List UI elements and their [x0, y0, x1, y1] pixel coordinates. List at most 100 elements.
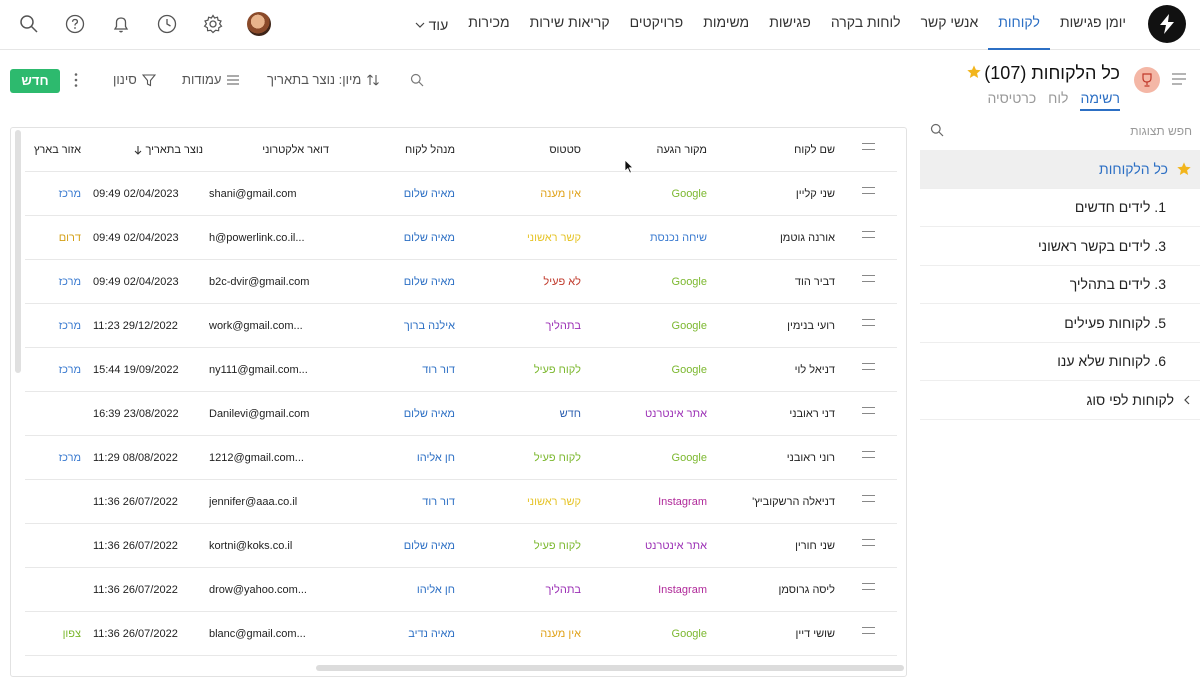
table-row[interactable]: שושי דיין Google אין מענה מאיה נדיב blanc@gm… [25, 612, 897, 656]
view-item-first-contact-leads[interactable]: 3. לידים בקשר ראשוני [920, 227, 1200, 266]
cell-account-manager[interactable]: דור רוד [422, 364, 455, 376]
new-record-button[interactable]: חדש [10, 69, 60, 93]
row-checkbox[interactable] [853, 260, 893, 304]
nav-item-customers[interactable]: לקוחות [988, 0, 1050, 50]
row-checkbox[interactable] [853, 392, 893, 436]
cell-customer-name[interactable]: שושי דיין [795, 628, 836, 640]
cell-email: drow@yahoo.com... [209, 584, 307, 596]
search-icon[interactable] [410, 73, 424, 87]
table-row[interactable]: דני ראובני אתר אינטרנט חדש מאיה שלום Danilev… [25, 392, 897, 436]
table-row[interactable]: רועי בנימין Google בתהליך אילנה ברוך work@gm… [25, 304, 897, 348]
view-item-new-leads[interactable]: 1. לידים חדשים [920, 189, 1200, 227]
gear-icon[interactable] [200, 11, 226, 37]
row-checkbox[interactable] [853, 480, 893, 524]
table-row[interactable]: דביר הוד Google לא פעיל מאיה שלום b2c-dvir@g… [25, 260, 897, 304]
table-row[interactable]: רוני ראובני Google לקוח פעיל חן אליהו 1212@g… [25, 436, 897, 480]
cell-status: בתהליך [545, 584, 582, 596]
help-icon[interactable] [62, 11, 88, 37]
column-header-manager[interactable]: מנהל לקוח [405, 144, 455, 156]
logo-bolt-icon[interactable] [1148, 5, 1186, 43]
top-navigation-bar: יומן פגישות לקוחות אנשי קשר לוחות בקרה פ… [0, 0, 1200, 50]
cell-account-manager[interactable]: אילנה ברוך [403, 320, 455, 332]
avatar[interactable] [246, 11, 272, 37]
cell-customer-name[interactable]: דביר הוד [794, 276, 835, 288]
nav-item-contacts[interactable]: אנשי קשר [920, 14, 979, 30]
row-checkbox[interactable] [853, 612, 893, 656]
nav-item-dashboards[interactable]: לוחות בקרה [830, 14, 901, 30]
table-row[interactable]: דניאלה הרשקוביץ' Instagram קשר ראשוני דור ר… [25, 480, 897, 524]
select-all-checkbox[interactable] [853, 128, 893, 172]
row-checkbox[interactable] [853, 524, 893, 568]
column-header-email[interactable]: דואר אלקטרוני [262, 144, 329, 156]
nav-item-tasks[interactable]: משימות [703, 14, 750, 30]
cell-created-date: 11:23 29/12/2022 [93, 320, 178, 332]
cell-customer-name[interactable]: רועי בנימין [787, 320, 835, 332]
cell-account-manager[interactable]: חן אליהו [416, 584, 455, 596]
view-item-in-progress-leads[interactable]: 3. לידים בתהליך [920, 266, 1200, 304]
cell-customer-name[interactable]: שני קליין [795, 188, 835, 200]
customers-table: שם לקוח מקור הגעה סטטוס מנהל לקוח דואר א… [10, 127, 907, 677]
cell-customer-name[interactable]: שני חורין [795, 540, 835, 552]
tab-cards[interactable]: כרטיסיה [987, 90, 1037, 106]
kebab-icon[interactable] [74, 72, 78, 88]
search-icon[interactable] [930, 123, 944, 137]
vertical-scrollbar[interactable] [15, 130, 21, 373]
row-checkbox[interactable] [853, 216, 893, 260]
cell-created-date: 11:36 26/07/2022 [93, 496, 178, 508]
view-item-label: כל הלקוחות [1099, 160, 1168, 177]
search-icon[interactable] [16, 11, 42, 37]
cell-account-manager[interactable]: מאיה נדיב [408, 628, 455, 640]
filter-button[interactable]: סינון [113, 72, 156, 87]
cell-account-manager[interactable]: מאיה שלום [403, 188, 455, 200]
cell-created-date: 11:36 26/07/2022 [93, 540, 178, 552]
horizontal-scrollbar[interactable] [316, 665, 904, 671]
cell-account-manager[interactable]: מאיה שלום [403, 408, 455, 420]
nav-more-menu[interactable]: עוד [405, 0, 459, 50]
nav-item-sales[interactable]: מכירות [468, 14, 510, 30]
row-checkbox[interactable] [853, 568, 893, 612]
nav-item-calendar[interactable]: יומן פגישות [1059, 14, 1126, 30]
view-item-all-customers[interactable]: כל הלקוחות [920, 150, 1200, 189]
view-item-no-answer-customers[interactable]: 6. לקוחות שלא ענו [920, 343, 1200, 381]
column-header-source[interactable]: מקור הגעה [656, 144, 707, 156]
cell-customer-name[interactable]: דניאל לוי [794, 364, 835, 376]
view-item-active-customers[interactable]: 5. לקוחות פעילים [920, 304, 1200, 343]
menu-icon[interactable] [1172, 73, 1186, 85]
table-row[interactable]: אורנה גוטמן שיחה נכנסת קשר ראשוני מאיה שלום… [25, 216, 897, 260]
row-checkbox[interactable] [853, 304, 893, 348]
tab-board[interactable]: לוח [1048, 90, 1069, 106]
star-icon[interactable] [966, 64, 982, 80]
cell-account-manager[interactable]: חן אליהו [416, 452, 455, 464]
cell-customer-name[interactable]: רוני ראובני [786, 452, 835, 464]
column-header-created[interactable]: נוצר בתאריך [93, 128, 203, 172]
nav-item-projects[interactable]: פרויקטים [629, 14, 684, 30]
row-checkbox[interactable] [853, 436, 893, 480]
table-row[interactable]: דניאל לוי Google לקוח פעיל דור רוד ny111@gma… [25, 348, 897, 392]
cell-customer-name[interactable]: דניאלה הרשקוביץ' [752, 496, 835, 508]
view-group-by-type[interactable]: לקוחות לפי סוג [920, 381, 1200, 420]
nav-item-service-calls[interactable]: קריאות שירות [529, 14, 610, 30]
bell-icon[interactable] [108, 11, 134, 37]
views-search-input[interactable] [964, 120, 1192, 142]
table-row[interactable]: שני חורין אתר אינטרנט לקוח פעיל מאיה שלום ko… [25, 524, 897, 568]
cell-account-manager[interactable]: מאיה שלום [403, 276, 455, 288]
cell-account-manager[interactable]: מאיה שלום [403, 540, 455, 552]
tab-list[interactable]: רשימה [1080, 90, 1120, 111]
cell-account-manager[interactable]: דור רוד [422, 496, 455, 508]
cell-customer-name[interactable]: אורנה גוטמן [779, 232, 835, 244]
row-checkbox[interactable] [853, 348, 893, 392]
row-checkbox[interactable] [853, 172, 893, 216]
table-row[interactable]: ליסה גרוסמן Instagram בתהליך חן אליהו drow@y… [25, 568, 897, 612]
sort-button[interactable]: מיון: נוצר בתאריך [267, 72, 380, 87]
column-header-status[interactable]: סטטוס [549, 144, 581, 156]
cell-customer-name[interactable]: דני ראובני [789, 408, 835, 420]
table-row[interactable]: שני קליין Google אין מענה מאיה שלום shani@gm… [25, 172, 897, 216]
cell-customer-name[interactable]: ליסה גרוסמן [778, 584, 835, 596]
cell-account-manager[interactable]: מאיה שלום [403, 232, 455, 244]
nav-item-meetings[interactable]: פגישות [769, 14, 811, 30]
column-header-name[interactable]: שם לקוח [794, 144, 835, 156]
columns-button[interactable]: עמודות [182, 72, 240, 87]
clock-icon[interactable] [154, 11, 180, 37]
main-nav: יומן פגישות לקוחות אנשי קשר לוחות בקרה פ… [405, 0, 1136, 50]
column-header-area[interactable]: אזור בארץ [33, 144, 81, 156]
